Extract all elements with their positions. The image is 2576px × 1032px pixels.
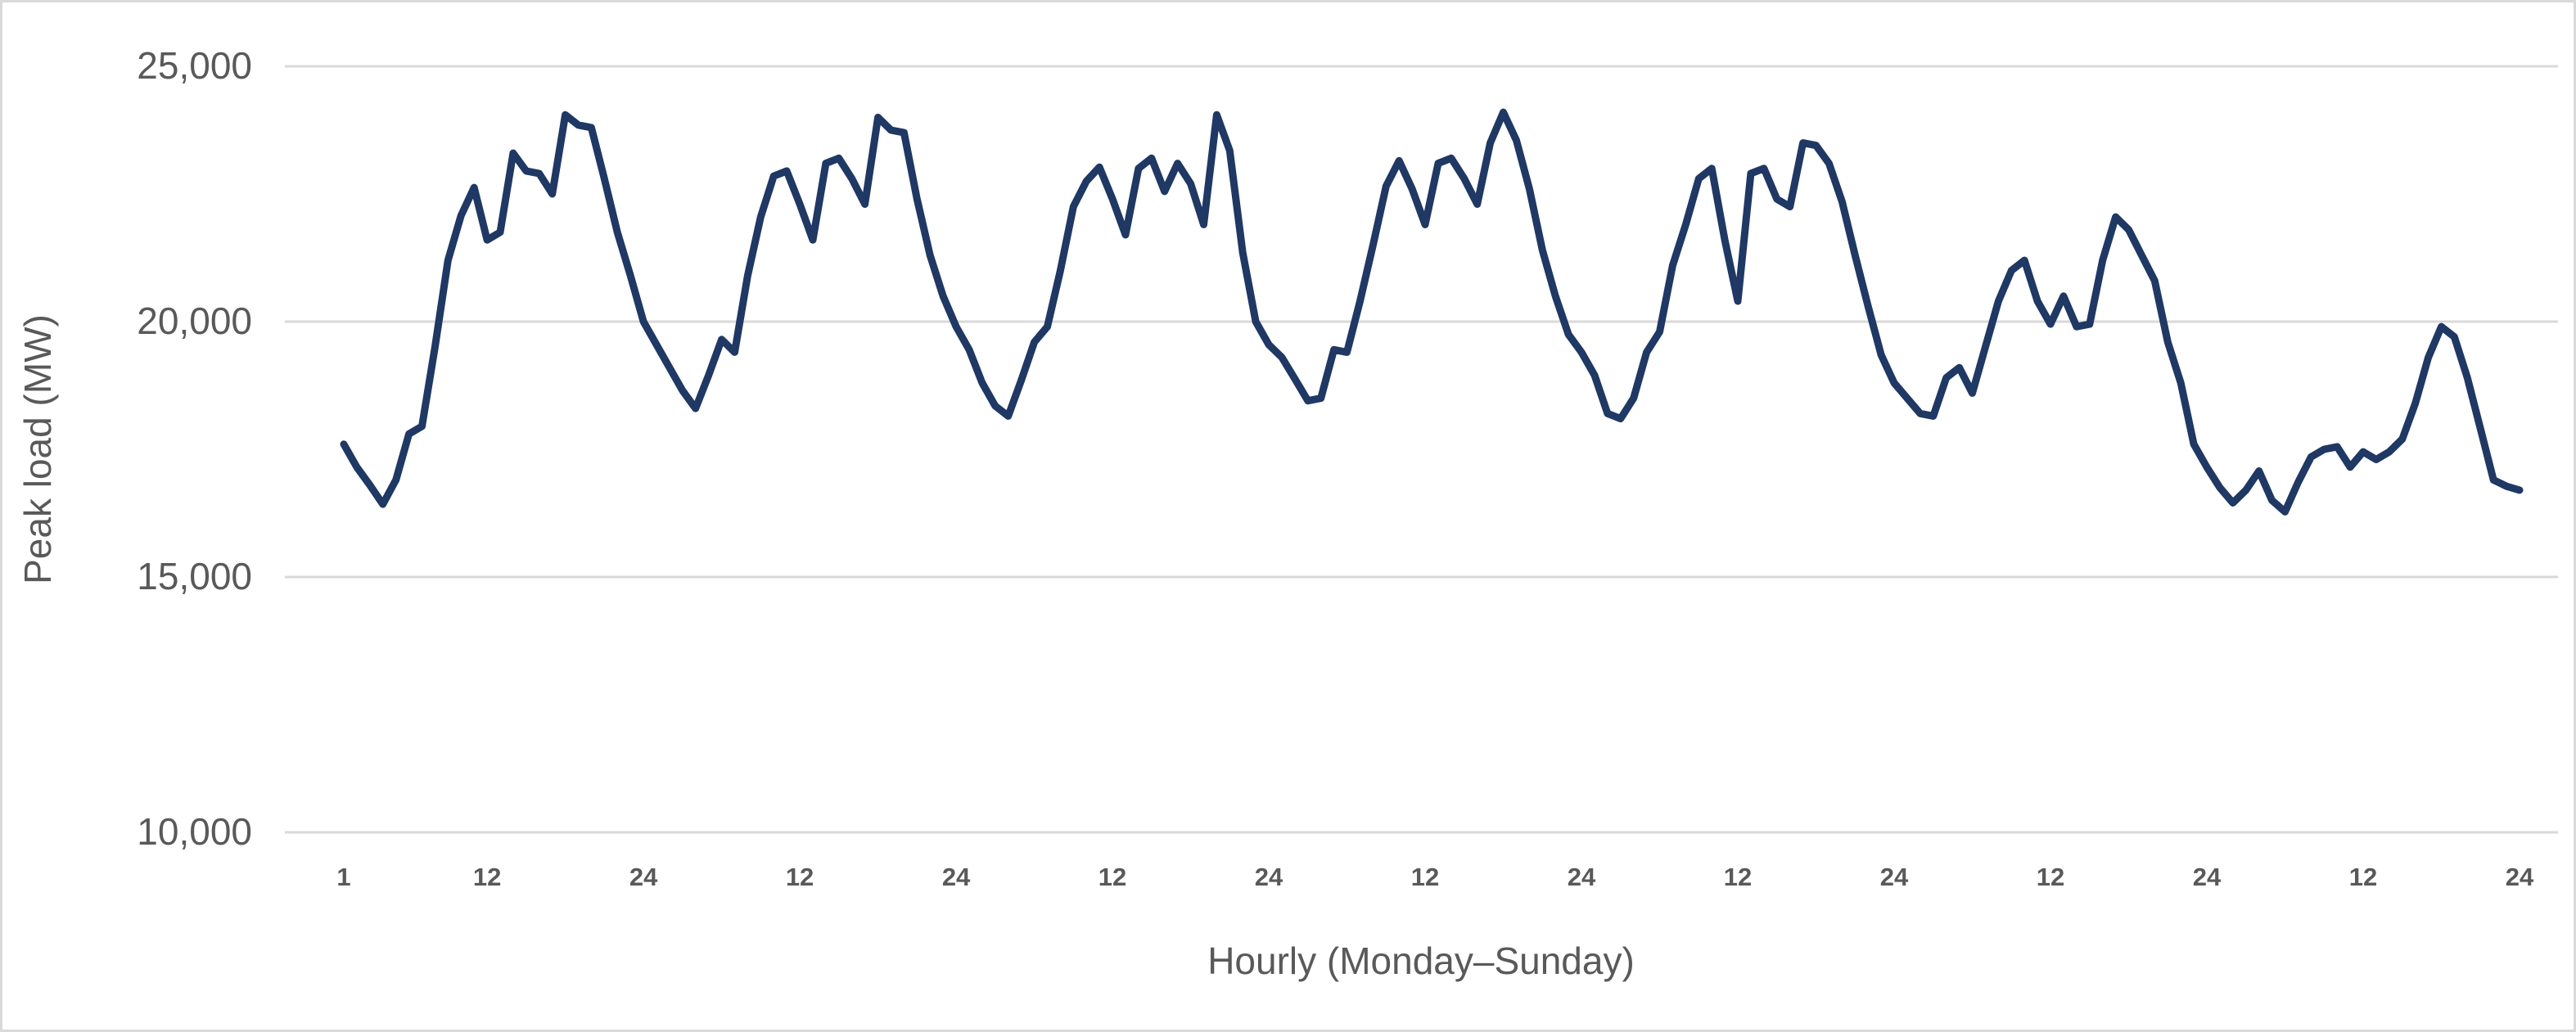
x-axis-tick-labels: 1 12 24 12 24 12 24 12 24 12 24 12 24 12 24 — [336, 863, 2534, 891]
series-lines — [340, 108, 2524, 516]
gridlines — [285, 65, 2558, 834]
y-tick-label: 15,000 — [137, 555, 252, 597]
x-tick-label: 24 — [629, 863, 658, 891]
x-tick-label: 24 — [2506, 863, 2534, 891]
x-tick-label: 12 — [473, 863, 501, 891]
x-tick-label: 24 — [1880, 863, 1909, 891]
x-tick-label: 24 — [1568, 863, 1596, 891]
x-tick-label: 24 — [2193, 863, 2222, 891]
x-tick-label: 1 — [336, 863, 350, 891]
x-tick-label: 12 — [786, 863, 814, 891]
x-tick-label: 24 — [942, 863, 971, 891]
y-tick-label: 10,000 — [137, 810, 252, 853]
x-tick-label: 12 — [2349, 863, 2377, 891]
x-tick-label: 12 — [2037, 863, 2064, 891]
y-tick-label: 20,000 — [137, 300, 252, 342]
load-series-line — [340, 108, 2524, 516]
x-axis-title: Hourly (Monday–Sunday) — [1207, 940, 1635, 982]
x-tick-label: 24 — [1255, 863, 1283, 891]
x-tick-label: 12 — [1724, 863, 1752, 891]
x-tick-label: 12 — [1411, 863, 1439, 891]
y-tick-label: 25,000 — [137, 44, 252, 87]
y-axis-title: Peak load (MW) — [16, 314, 59, 584]
x-tick-label: 12 — [1099, 863, 1126, 891]
y-axis-tick-labels: 25,000 20,000 15,000 10,000 — [137, 44, 252, 853]
